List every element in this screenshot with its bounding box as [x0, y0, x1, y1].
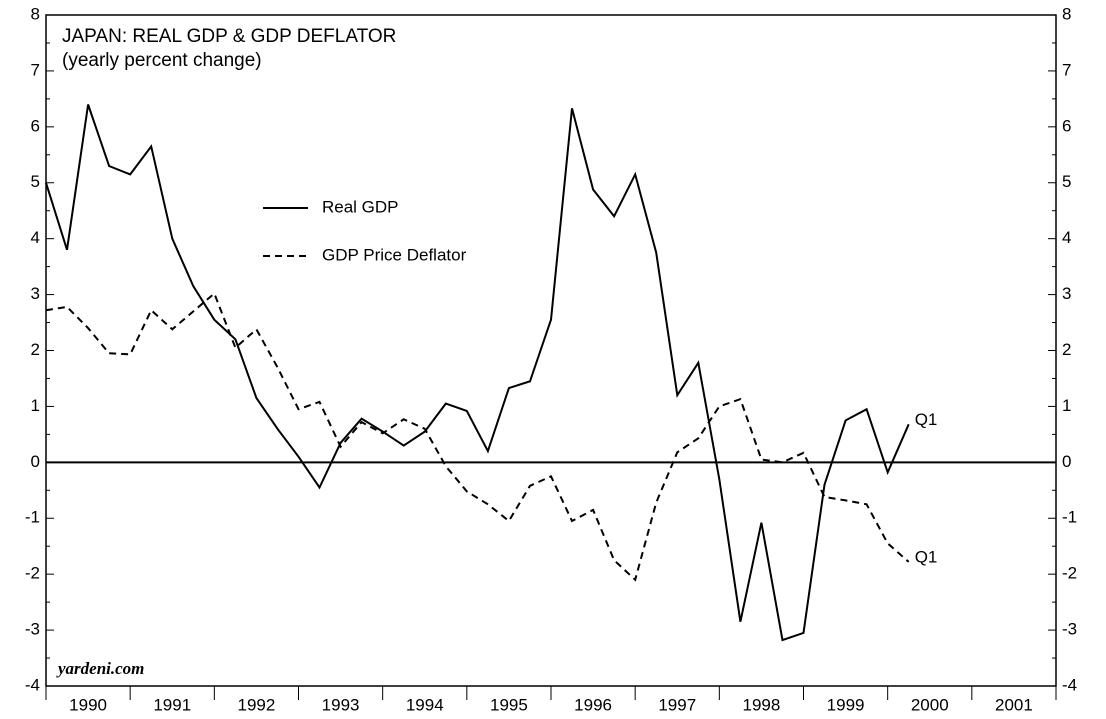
- y-tick-label: 2: [31, 340, 40, 359]
- y-tick-label: 6: [31, 116, 40, 135]
- x-tick-label: 1994: [406, 695, 444, 714]
- y2-tick-label: 5: [1062, 172, 1071, 191]
- y2-tick-label: 1: [1062, 396, 1071, 415]
- chart-subtitle: (yearly percent change): [62, 50, 262, 71]
- annotation: Q1: [915, 547, 938, 566]
- y-tick-label: 8: [31, 4, 40, 23]
- legend-label: GDP Price Deflator: [322, 245, 467, 264]
- source: yardeni.com: [56, 659, 144, 678]
- y2-tick-label: 8: [1062, 4, 1071, 23]
- x-tick-label: 1998: [743, 695, 781, 714]
- x-tick-label: 1996: [574, 695, 612, 714]
- legend-label: Real GDP: [322, 197, 399, 216]
- x-tick-label: 1999: [827, 695, 865, 714]
- x-tick-label: 1992: [238, 695, 276, 714]
- y-tick-label: -3: [25, 620, 40, 639]
- x-tick-label: 1991: [153, 695, 191, 714]
- y-tick-label: 5: [31, 172, 40, 191]
- annotation: Q1: [915, 410, 938, 429]
- x-tick-label: 1993: [322, 695, 360, 714]
- y2-tick-label: -3: [1062, 620, 1077, 639]
- y-tick-label: -1: [25, 508, 40, 527]
- plot-frame: [45, 14, 1057, 687]
- y-tick-label: 4: [31, 228, 40, 247]
- y-tick-label: 1: [31, 396, 40, 415]
- x-tick-label: 2000: [911, 695, 949, 714]
- x-tick-label: 1990: [69, 695, 107, 714]
- y2-tick-label: 7: [1062, 60, 1071, 79]
- series-line: [45, 291, 910, 582]
- y-tick-label: 3: [31, 284, 40, 303]
- x-tick-label: 2001: [995, 695, 1033, 714]
- x-tick-label: 1995: [490, 695, 528, 714]
- y-tick-label: 7: [31, 60, 40, 79]
- y2-tick-label: 4: [1062, 228, 1071, 247]
- y2-tick-label: -4: [1062, 675, 1077, 694]
- y-tick-label: 0: [31, 452, 40, 471]
- y-tick-label: -4: [25, 675, 40, 694]
- y2-tick-label: 2: [1062, 340, 1071, 359]
- y2-tick-label: 0: [1062, 452, 1071, 471]
- y-tick-label: -2: [25, 564, 40, 583]
- x-tick-label: 1997: [658, 695, 696, 714]
- chart-title: JAPAN: REAL GDP & GDP DEFLATOR: [62, 26, 396, 47]
- y2-tick-label: 3: [1062, 284, 1071, 303]
- y2-tick-label: -1: [1062, 508, 1077, 527]
- y2-tick-label: 6: [1062, 116, 1071, 135]
- series-line: [45, 104, 910, 642]
- y2-tick-label: -2: [1062, 564, 1077, 583]
